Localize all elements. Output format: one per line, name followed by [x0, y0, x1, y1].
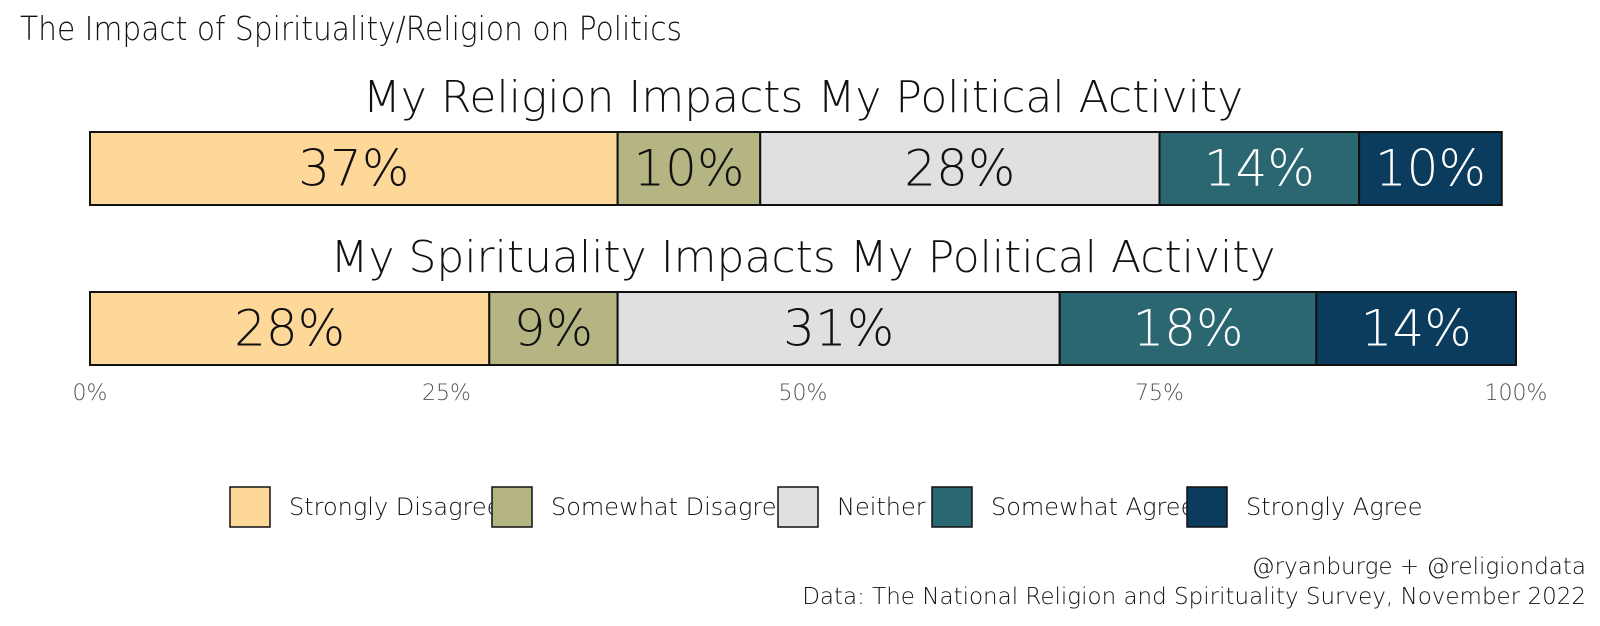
bar-segment: [488, 291, 619, 366]
bar-row: My Spirituality Impacts My Political Act…: [89, 232, 1517, 366]
facet-title: My Religion Impacts My Political Activit…: [363, 72, 1243, 123]
bar-segment: [89, 291, 491, 366]
x-axis: 0% 25% 50% 75% 100%: [73, 381, 1548, 406]
legend-label: Somewhat Agree: [991, 493, 1195, 521]
data-label: 14%: [1204, 140, 1315, 198]
chart-title: The Impact of Spirituality/Religion on P…: [20, 9, 682, 48]
legend-swatch: [491, 486, 533, 528]
bar-segment: [1315, 291, 1517, 366]
legend-item: Strongly Disagree: [229, 486, 501, 528]
legend-swatch: [229, 486, 271, 528]
data-label: 28%: [904, 140, 1015, 198]
data-label: 18%: [1132, 300, 1243, 358]
data-label: 28%: [234, 300, 345, 358]
bar-segment: [1358, 131, 1503, 206]
data-label: 31%: [783, 300, 894, 358]
x-tick-label: 50%: [779, 381, 828, 406]
legend-item: Neither: [777, 486, 926, 528]
bar-segment: [1058, 291, 1318, 366]
data-label: 14%: [1361, 300, 1472, 358]
data-label: 10%: [1375, 140, 1486, 198]
legend-item: Somewhat Agree: [931, 486, 1195, 528]
bar-segment: [89, 131, 619, 206]
legend-swatch: [777, 486, 819, 528]
bar-segment: [759, 131, 1161, 206]
bars-layer: My Religion Impacts My Political Activit…: [89, 72, 1517, 366]
legend-label: Neither: [837, 493, 926, 521]
bar-segment: [616, 291, 1061, 366]
bar-segment: [616, 131, 762, 206]
data-label: 10%: [633, 140, 744, 198]
x-tick-label: 25%: [422, 381, 471, 406]
legend-swatch: [1186, 486, 1228, 528]
legend-label: Strongly Agree: [1246, 493, 1422, 521]
caption-line: Data: The National Religion and Spiritua…: [802, 584, 1586, 610]
caption: @ryanburge + @religiondata Data: The Nati…: [802, 554, 1586, 610]
x-tick-label: 0%: [73, 381, 108, 406]
bar-row: My Religion Impacts My Political Activit…: [89, 72, 1503, 206]
data-label: 37%: [298, 140, 409, 198]
legend-item: Somewhat Disagree: [491, 486, 791, 528]
legend: Strongly Disagree Somewhat Disagree Neithe…: [229, 486, 1422, 528]
legend-label: Strongly Disagree: [289, 493, 501, 521]
caption-line: @ryanburge + @religiondata: [1252, 554, 1586, 580]
legend-label: Somewhat Disagree: [551, 493, 791, 521]
data-label: 9%: [514, 300, 593, 358]
legend-item: Strongly Agree: [1186, 486, 1422, 528]
x-tick-label: 75%: [1135, 381, 1184, 406]
x-tick-label: 100%: [1485, 381, 1548, 406]
legend-swatch: [931, 486, 973, 528]
facet-title: My Spirituality Impacts My Political Act…: [330, 232, 1275, 283]
